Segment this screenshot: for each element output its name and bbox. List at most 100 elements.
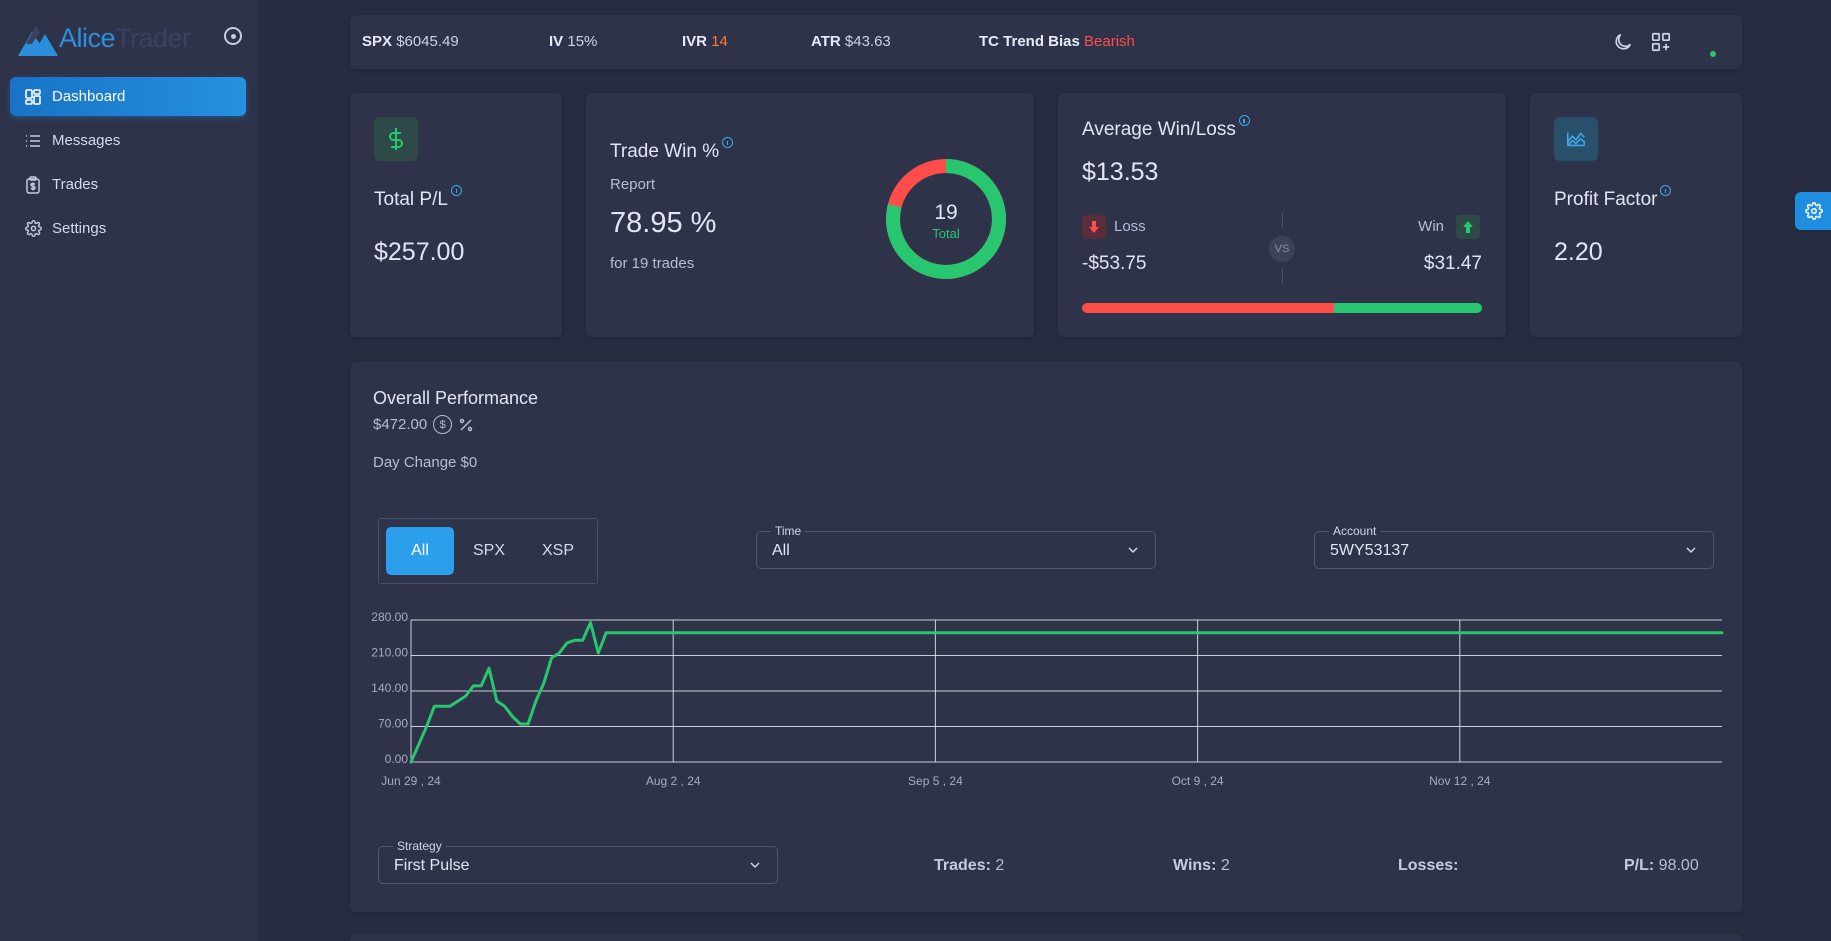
win-donut-chart: 19 Total — [886, 159, 1006, 279]
ticker-trend-bias: TC Trend Bias Bearish — [979, 33, 1135, 50]
sidebar-collapse-toggle[interactable] — [224, 27, 242, 45]
trade-win-value: 78.95 % — [610, 207, 717, 239]
progress-win-segment — [1334, 303, 1482, 313]
x-tick-label: Aug 2 , 24 — [646, 774, 701, 788]
pl-series-line — [409, 621, 1724, 764]
sidebar: AliceTrader Dashboard Messages Trades Se… — [0, 0, 257, 941]
strategy-pl: P/L: 98.00 — [1624, 857, 1699, 874]
loss-value: -$53.75 — [1082, 253, 1147, 274]
sidebar-item-settings[interactable]: Settings — [10, 209, 246, 248]
loss-label: Loss — [1114, 218, 1146, 235]
profit-factor-title: Profit Factor — [1554, 185, 1672, 211]
gear-icon — [24, 220, 42, 238]
win-loss-progress-bar — [1082, 303, 1482, 313]
time-select-value: All — [772, 542, 790, 559]
total-pl-value: $257.00 — [374, 238, 465, 266]
percent-toggle-icon[interactable] — [458, 417, 474, 433]
ticker-iv: IV 15% — [549, 33, 598, 50]
total-pl-card: Total P/L $257.00 — [350, 93, 562, 337]
performance-value-row: $472.00 $ — [373, 415, 474, 434]
dashboard-icon — [24, 88, 42, 106]
chevron-down-icon — [1128, 547, 1138, 554]
next-card-peek — [350, 934, 1742, 941]
y-tick-label: 210.00 — [371, 646, 408, 660]
donut-win-arc — [886, 159, 1006, 279]
performance-value: $472.00 — [373, 416, 428, 433]
time-select-label: Time — [771, 524, 806, 538]
avg-win-loss-title: Average Win/Loss — [1082, 115, 1250, 141]
symbol-filter-group: All SPX XSP — [378, 518, 598, 584]
performance-chart: 0.00 70.00 140.00 210.00 280.00 Jun 29 , 24 Au… — [350, 602, 1742, 822]
x-tick-label: Nov 12 , 24 — [1429, 774, 1491, 788]
list-icon — [24, 132, 42, 150]
vs-badge: VS — [1269, 236, 1295, 262]
ticker-ivr: IVR 14 — [682, 33, 728, 50]
strategy-select[interactable]: Strategy First Pulse — [378, 839, 778, 884]
add-widget-icon[interactable] — [1650, 31, 1672, 53]
profit-factor-card: Profit Factor 2.20 — [1530, 93, 1742, 337]
strategy-select-value: First Pulse — [394, 857, 470, 874]
account-select[interactable]: Account 5WY53137 — [1314, 524, 1714, 569]
vs-divider-top — [1282, 213, 1283, 229]
moon-icon[interactable] — [1612, 31, 1634, 53]
avg-win-loss-value: $13.53 — [1082, 158, 1159, 186]
strategy-losses: Losses: — [1398, 857, 1459, 874]
y-tick-label: 0.00 — [385, 752, 409, 766]
strategy-wins: Wins: 2 — [1173, 857, 1230, 874]
info-icon[interactable] — [722, 137, 734, 148]
sidebar-item-label: Trades — [52, 176, 99, 193]
sidebar-item-dashboard[interactable]: Dashboard — [10, 77, 246, 116]
strategy-select-label: Strategy — [393, 839, 446, 853]
customizer-settings-button[interactable] — [1795, 192, 1831, 230]
win-label: Win — [1418, 218, 1444, 235]
info-icon[interactable] — [1660, 185, 1672, 196]
y-tick-label: 70.00 — [378, 717, 408, 731]
clipboard-dollar-icon — [24, 175, 42, 194]
status-online-dot — [1710, 51, 1716, 57]
y-tick-label: 280.00 — [371, 610, 408, 624]
ticker-bar: SPX $6045.49 IV 15% IVR 14 ATR $43.63 TC… — [350, 15, 1742, 69]
overall-performance-card: Overall Performance $472.00 $ Day Change… — [350, 362, 1742, 912]
logo-mark-icon — [18, 26, 58, 56]
total-pl-title: Total P/L — [374, 185, 462, 211]
dollar-icon — [374, 117, 418, 161]
performance-title: Overall Performance — [373, 388, 539, 408]
performance-line-chart: 0.00 70.00 140.00 210.00 280.00 Jun 29 , 24 Au… — [371, 610, 1724, 788]
sidebar-item-messages[interactable]: Messages — [10, 121, 246, 160]
trade-win-card: Trade Win % Report 78.95 % for 19 trades… — [586, 93, 1034, 337]
x-tick-label: Jun 29 , 24 — [381, 774, 441, 788]
arrow-up-icon — [1456, 215, 1480, 239]
day-change: Day Change $0 — [373, 454, 478, 471]
vs-divider-bottom — [1282, 268, 1283, 284]
trade-win-subtitle: Report — [610, 176, 656, 193]
y-tick-label: 140.00 — [371, 681, 408, 695]
avg-win-loss-card: Average Win/Loss $13.53 Loss -$53.75 VS … — [1058, 93, 1506, 337]
filter-xsp-button[interactable]: XSP — [541, 542, 574, 559]
ticker-atr: ATR $43.63 — [811, 33, 891, 50]
trade-win-title: Trade Win % — [610, 137, 734, 163]
app-logo[interactable]: AliceTrader — [18, 18, 191, 58]
chevron-down-icon — [750, 862, 760, 869]
chart-area-icon — [1554, 117, 1598, 161]
sidebar-item-label: Dashboard — [52, 88, 126, 105]
win-value: $31.47 — [1423, 253, 1482, 274]
donut-total-label: Total — [932, 226, 960, 241]
dollar-toggle-icon[interactable]: $ — [433, 415, 453, 434]
x-tick-label: Sep 5 , 24 — [908, 774, 963, 788]
trade-win-note: for 19 trades — [610, 255, 695, 272]
ticker-spx: SPX $6045.49 — [362, 33, 459, 50]
logo-text: AliceTrader — [59, 22, 191, 53]
info-icon[interactable] — [1238, 115, 1250, 126]
filter-spx-button[interactable]: SPX — [472, 542, 505, 559]
donut-total-value: 19 — [934, 201, 957, 224]
account-select-label: Account — [1329, 524, 1381, 538]
sidebar-item-label: Messages — [52, 132, 121, 149]
x-tick-label: Oct 9 , 24 — [1172, 774, 1224, 788]
progress-loss-segment — [1082, 303, 1334, 313]
filter-all-button[interactable]: All — [386, 527, 454, 575]
time-select[interactable]: Time All — [756, 524, 1156, 569]
profit-factor-value: 2.20 — [1554, 238, 1603, 266]
strategy-trades: Trades: 2 — [934, 857, 1005, 874]
sidebar-item-trades[interactable]: Trades — [10, 165, 246, 204]
info-icon[interactable] — [450, 185, 462, 196]
